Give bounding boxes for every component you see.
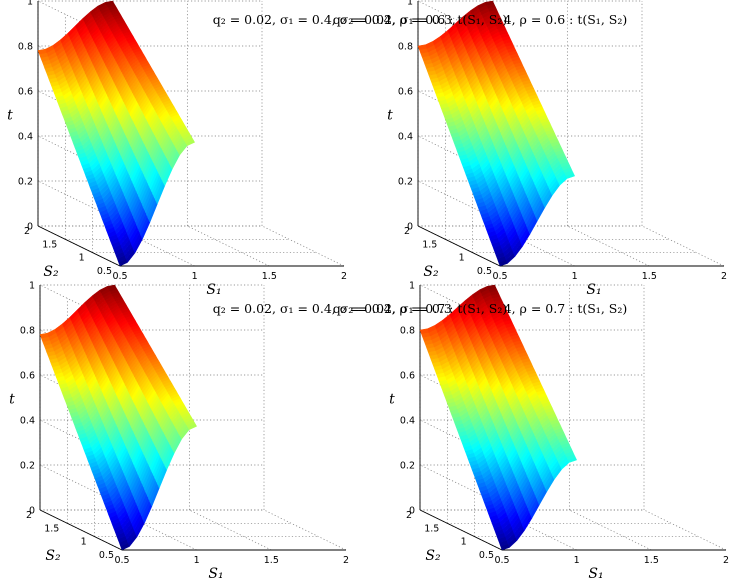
surface-plot	[417, 0, 576, 267]
z-tick-label: 0.2	[18, 177, 33, 188]
z-tick-label: 1	[409, 281, 415, 292]
surface-patch	[104, 0, 115, 6]
y-tick-label: 1	[461, 537, 467, 548]
y-axis-line	[417, 225, 501, 267]
axis-lines	[417, 1, 724, 267]
x-tick-label: 2	[341, 271, 347, 282]
y-tick-label: 1	[79, 253, 85, 264]
z-axis-label: t	[9, 392, 15, 408]
grid-line	[641, 225, 725, 267]
x-tick-label: 2	[343, 555, 349, 566]
x-axis-label: S₁	[588, 566, 603, 582]
y-tick-label: 0.5	[99, 550, 114, 561]
y-axis-label: S₂	[423, 264, 439, 280]
grid-line	[261, 225, 345, 267]
grid-line	[263, 509, 347, 551]
y-tick-label: 1.5	[424, 523, 439, 534]
surface-patch	[486, 284, 497, 290]
chart-title: q₂ = 0.02, σ₁ = 0.4, σ₂ = 0.4, ρ = 0.6 :…	[213, 12, 507, 27]
y-tick-label: 1	[459, 253, 465, 264]
z-axis-label: t	[389, 392, 395, 408]
z-axis-label: t	[7, 108, 13, 124]
grid-line	[569, 509, 652, 551]
z-tick-label: 1	[29, 281, 35, 292]
grid-line	[643, 509, 727, 551]
grid-line	[189, 509, 272, 551]
y-axis-label: S₂	[45, 548, 61, 564]
x-tick-label: 0.5	[494, 555, 509, 566]
y-axis-line	[37, 225, 121, 267]
y-tick-label: 2	[406, 510, 412, 521]
x-tick-label: 1.5	[264, 555, 279, 566]
axis-lines	[419, 285, 726, 551]
x-tick-label: 1	[572, 271, 578, 282]
y-tick-label: 2	[26, 510, 32, 521]
z-tick-label: 0.2	[400, 461, 415, 472]
x-tick-label: 0.5	[492, 271, 507, 282]
x-tick-label: 1.5	[262, 271, 277, 282]
z-tick-label: 0.4	[18, 132, 33, 143]
z-tick-label: 0.8	[400, 326, 415, 337]
surface-plot	[37, 0, 196, 267]
chart-title: q₂ = 0.02, σ₁ = 0.4, σ₂ = 0.4, ρ = 0.7 :…	[213, 301, 507, 316]
z-tick-label: 1	[27, 0, 33, 8]
y-tick-label: 1.5	[42, 239, 57, 250]
y-tick-label: 2	[24, 226, 30, 237]
x-axis-label: S₁	[208, 566, 223, 582]
surface-patch	[106, 284, 117, 290]
grid-line	[567, 225, 650, 267]
z-tick-label: 0.6	[20, 371, 35, 382]
x-tick-label: 2	[723, 555, 729, 566]
z-tick-label: 0.6	[398, 87, 413, 98]
surface-plot	[39, 284, 198, 551]
x-tick-label: 1	[574, 555, 580, 566]
x-tick-label: 1	[194, 555, 200, 566]
z-tick-label: 0.8	[18, 42, 33, 53]
z-tick-label: 0.8	[398, 42, 413, 53]
x-tick-label: 1	[192, 271, 198, 282]
x-axis-label: S₁	[586, 282, 601, 298]
z-tick-label: 0.2	[20, 461, 35, 472]
x-tick-label: 0.5	[112, 271, 127, 282]
x-axis-label: S₁	[206, 282, 221, 298]
surface-plot	[419, 284, 578, 551]
y-tick-label: 0.5	[479, 550, 494, 561]
z-tick-label: 0.6	[18, 87, 33, 98]
y-tick-label: 1.5	[422, 239, 437, 250]
x-tick-label: 1.5	[642, 271, 657, 282]
z-tick-label: 0	[409, 506, 415, 517]
x-tick-label: 2	[721, 271, 727, 282]
z-tick-label: 1	[407, 0, 413, 8]
x-tick-label: 0.5	[114, 555, 129, 566]
y-tick-label: 1	[81, 537, 87, 548]
y-axis-label: S₂	[43, 264, 59, 280]
z-tick-label: 0.4	[398, 132, 413, 143]
x-tick-label: 1.5	[644, 555, 659, 566]
axis-lines	[37, 1, 344, 267]
y-tick-label: 1.5	[44, 523, 59, 534]
z-tick-label: 0.2	[398, 177, 413, 188]
y-tick-label: 0.5	[97, 266, 112, 277]
axis-lines	[39, 285, 346, 551]
z-tick-label: 0.4	[20, 416, 35, 427]
z-tick-label: 0	[29, 506, 35, 517]
y-axis-line	[39, 509, 123, 551]
z-axis-label: t	[387, 108, 393, 124]
grid-line	[187, 225, 270, 267]
z-tick-label: 0.6	[400, 371, 415, 382]
surface-patch	[484, 0, 495, 6]
z-tick-label: 0.8	[20, 326, 35, 337]
y-axis-label: S₂	[425, 548, 441, 564]
y-axis-line	[419, 509, 503, 551]
z-tick-label: 0	[407, 222, 413, 233]
z-tick-label: 0	[27, 222, 33, 233]
z-tick-label: 0.4	[400, 416, 415, 427]
y-tick-label: 2	[404, 226, 410, 237]
y-tick-label: 0.5	[477, 266, 492, 277]
